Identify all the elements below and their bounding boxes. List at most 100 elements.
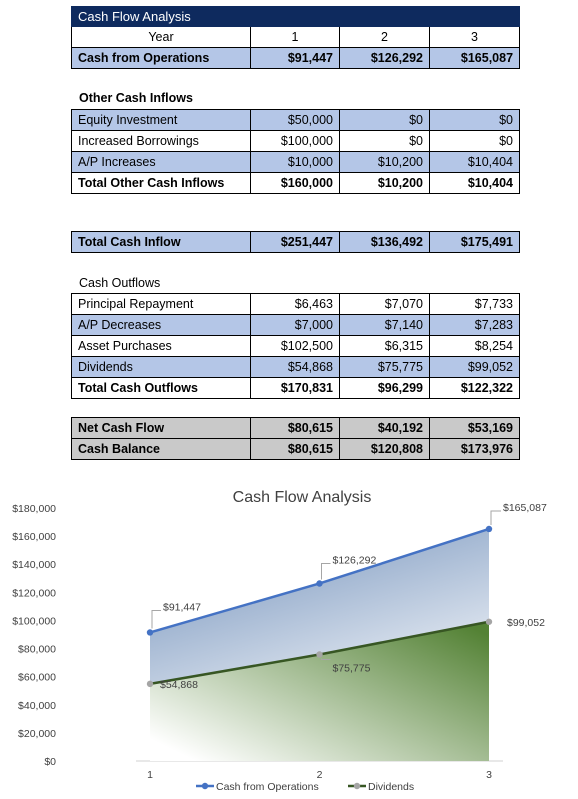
cash-balance-row: Cash Balance $80,615 $120,808 $173,976 bbox=[71, 438, 520, 460]
summary-table: Net Cash Flow $80,615 $40,192 $53,169 Ca… bbox=[71, 417, 520, 460]
cell-year-2: $0 bbox=[339, 130, 430, 152]
row-label: Asset Purchases bbox=[71, 335, 251, 357]
data-point bbox=[316, 651, 323, 658]
cell-year-3: $99,052 bbox=[429, 356, 520, 378]
x-tick-label: 2 bbox=[317, 769, 323, 781]
year-label: Year bbox=[71, 26, 251, 48]
cell-year-1: $7,000 bbox=[250, 314, 340, 336]
table-row: A/P Increases $10,000 $10,200 $10,404 bbox=[71, 151, 520, 173]
cell-year-3: $10,404 bbox=[429, 172, 520, 194]
row-label: Cash from Operations bbox=[71, 47, 251, 69]
y-tick-label: $160,000 bbox=[12, 531, 56, 543]
row-label: Net Cash Flow bbox=[71, 417, 251, 439]
cell-year-1: $102,500 bbox=[250, 335, 340, 357]
table-row: Equity Investment $50,000 $0 $0 bbox=[71, 109, 520, 131]
cell-year-3: $8,254 bbox=[429, 335, 520, 357]
x-tick-label: 3 bbox=[486, 769, 492, 781]
data-label-leader bbox=[321, 562, 331, 580]
chart-title: Cash Flow Analysis bbox=[233, 489, 372, 506]
cell-year-2: $120,808 bbox=[339, 438, 430, 460]
cell-year-2: $7,140 bbox=[339, 314, 430, 336]
cell-year-3: $53,169 bbox=[429, 417, 520, 439]
cell-year-3: $0 bbox=[429, 130, 520, 152]
data-label-leader bbox=[490, 510, 501, 525]
table-row: Asset Purchases $102,500 $6,315 $8,254 bbox=[71, 335, 520, 357]
area-1 bbox=[150, 621, 489, 761]
data-label-leader bbox=[151, 609, 161, 629]
cell-year-2: $10,200 bbox=[339, 151, 430, 173]
table-row: Principal Repayment $6,463 $7,070 $7,733 bbox=[71, 293, 520, 315]
cell-year-2: $6,315 bbox=[339, 335, 430, 357]
total-cash-inflow-row: Total Cash Inflow $251,447 $136,492 $175… bbox=[71, 231, 520, 253]
legend-marker bbox=[201, 782, 209, 790]
cell-year-2: $0 bbox=[339, 109, 430, 131]
row-label: Dividends bbox=[71, 356, 251, 378]
row-label: Total Other Cash Inflows bbox=[71, 172, 251, 194]
other-inflows-heading: Other Cash Inflows bbox=[79, 91, 193, 105]
cell-year-3: $175,491 bbox=[429, 231, 520, 253]
cell-year-3: $122,322 bbox=[429, 377, 520, 399]
cash-flow-table-header: Cash Flow Analysis Year 1 2 3 Cash from … bbox=[70, 6, 521, 69]
year-3: 3 bbox=[428, 26, 521, 48]
table-row: Increased Borrowings $100,000 $0 $0 bbox=[71, 130, 520, 152]
x-tick-label: 1 bbox=[147, 769, 153, 781]
row-label: A/P Increases bbox=[71, 151, 251, 173]
y-tick-label: $20,000 bbox=[18, 728, 56, 740]
year-2: 2 bbox=[339, 26, 430, 48]
cell-year-1: $50,000 bbox=[250, 109, 340, 131]
data-label: $54,868 bbox=[160, 679, 198, 691]
data-label: $126,292 bbox=[333, 554, 377, 566]
cell-year-2: $126,292 bbox=[339, 47, 430, 69]
y-tick-label: $60,000 bbox=[18, 672, 56, 684]
data-label: $75,775 bbox=[333, 662, 371, 674]
legend-label: Dividends bbox=[368, 781, 414, 793]
other-inflows-table: Equity Investment $50,000 $0 $0 Increase… bbox=[71, 109, 520, 194]
cell-year-2: $7,070 bbox=[339, 293, 430, 315]
cell-year-1: $251,447 bbox=[250, 231, 340, 253]
y-tick-label: $40,000 bbox=[18, 700, 56, 712]
cell-year-3: $173,976 bbox=[429, 438, 520, 460]
year-row: Year 1 2 3 bbox=[71, 26, 521, 48]
cash-outflows-table: Principal Repayment $6,463 $7,070 $7,733… bbox=[71, 293, 520, 399]
table-row: A/P Decreases $7,000 $7,140 $7,283 bbox=[71, 314, 520, 336]
data-label: $91,447 bbox=[163, 601, 201, 613]
data-label: $165,087 bbox=[503, 502, 547, 514]
cell-year-1: $170,831 bbox=[250, 377, 340, 399]
cell-year-1: $80,615 bbox=[250, 438, 340, 460]
table-row: Dividends $54,868 $75,775 $99,052 bbox=[71, 356, 520, 378]
cell-year-1: $10,000 bbox=[250, 151, 340, 173]
row-label: Increased Borrowings bbox=[71, 130, 251, 152]
y-tick-label: $100,000 bbox=[12, 615, 56, 627]
cash-flow-area-chart: Cash Flow Analysis $0 $20,000 $40,000 $60,0… bbox=[12, 489, 547, 793]
data-point bbox=[485, 525, 493, 533]
legend-marker bbox=[353, 782, 361, 790]
cell-year-2: $10,200 bbox=[339, 172, 430, 194]
table-title: Cash Flow Analysis bbox=[70, 6, 521, 27]
cell-year-1: $6,463 bbox=[250, 293, 340, 315]
legend-label: Cash from Operations bbox=[216, 781, 319, 793]
data-point bbox=[146, 680, 154, 688]
row-label: A/P Decreases bbox=[71, 314, 251, 336]
cell-year-2: $40,192 bbox=[339, 417, 430, 439]
cell-year-3: $0 bbox=[429, 109, 520, 131]
row-label: Total Cash Outflows bbox=[71, 377, 251, 399]
data-point bbox=[146, 629, 154, 636]
total-cash-inflow-table: Total Cash Inflow $251,447 $136,492 $175… bbox=[71, 231, 520, 253]
cell-year-1: $160,000 bbox=[250, 172, 340, 194]
data-label-leader bbox=[321, 658, 331, 660]
cell-year-3: $7,733 bbox=[429, 293, 520, 315]
cash-from-operations-row: Cash from Operations $91,447 $126,292 $1… bbox=[71, 47, 521, 69]
y-tick-label: $180,000 bbox=[12, 503, 56, 515]
cell-year-1: $91,447 bbox=[250, 47, 340, 69]
y-tick-label: $0 bbox=[44, 756, 56, 768]
data-point bbox=[316, 580, 323, 587]
cell-year-3: $165,087 bbox=[428, 47, 521, 69]
cell-year-1: $100,000 bbox=[250, 130, 340, 152]
table-title-row: Cash Flow Analysis bbox=[70, 6, 521, 27]
total-cash-outflows-row: Total Cash Outflows $170,831 $96,299 $12… bbox=[71, 377, 520, 399]
cell-year-2: $96,299 bbox=[339, 377, 430, 399]
row-label: Principal Repayment bbox=[71, 293, 251, 315]
y-tick-label: $80,000 bbox=[18, 644, 56, 656]
total-other-inflows-row: Total Other Cash Inflows $160,000 $10,20… bbox=[71, 172, 520, 194]
year-1: 1 bbox=[250, 26, 340, 48]
